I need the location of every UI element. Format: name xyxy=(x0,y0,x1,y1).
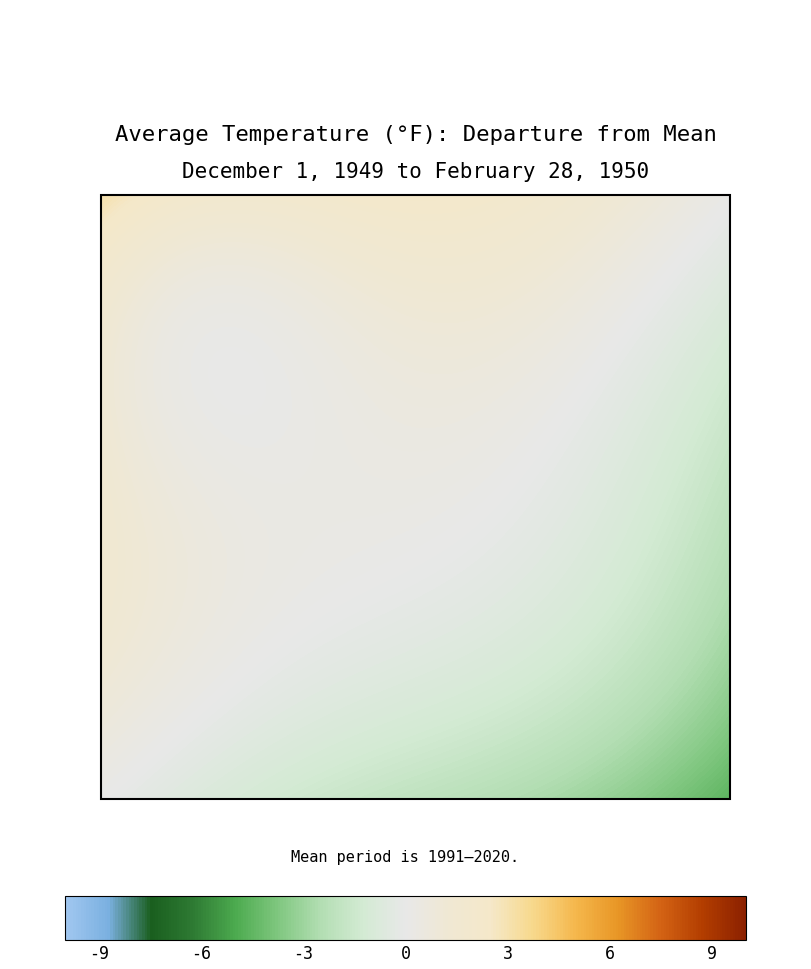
Text: Average Temperature (°F): Departure from Mean: Average Temperature (°F): Departure from… xyxy=(114,125,717,144)
Text: Mean period is 1991–2020.: Mean period is 1991–2020. xyxy=(291,850,520,865)
Text: December 1, 1949 to February 28, 1950: December 1, 1949 to February 28, 1950 xyxy=(182,162,649,181)
